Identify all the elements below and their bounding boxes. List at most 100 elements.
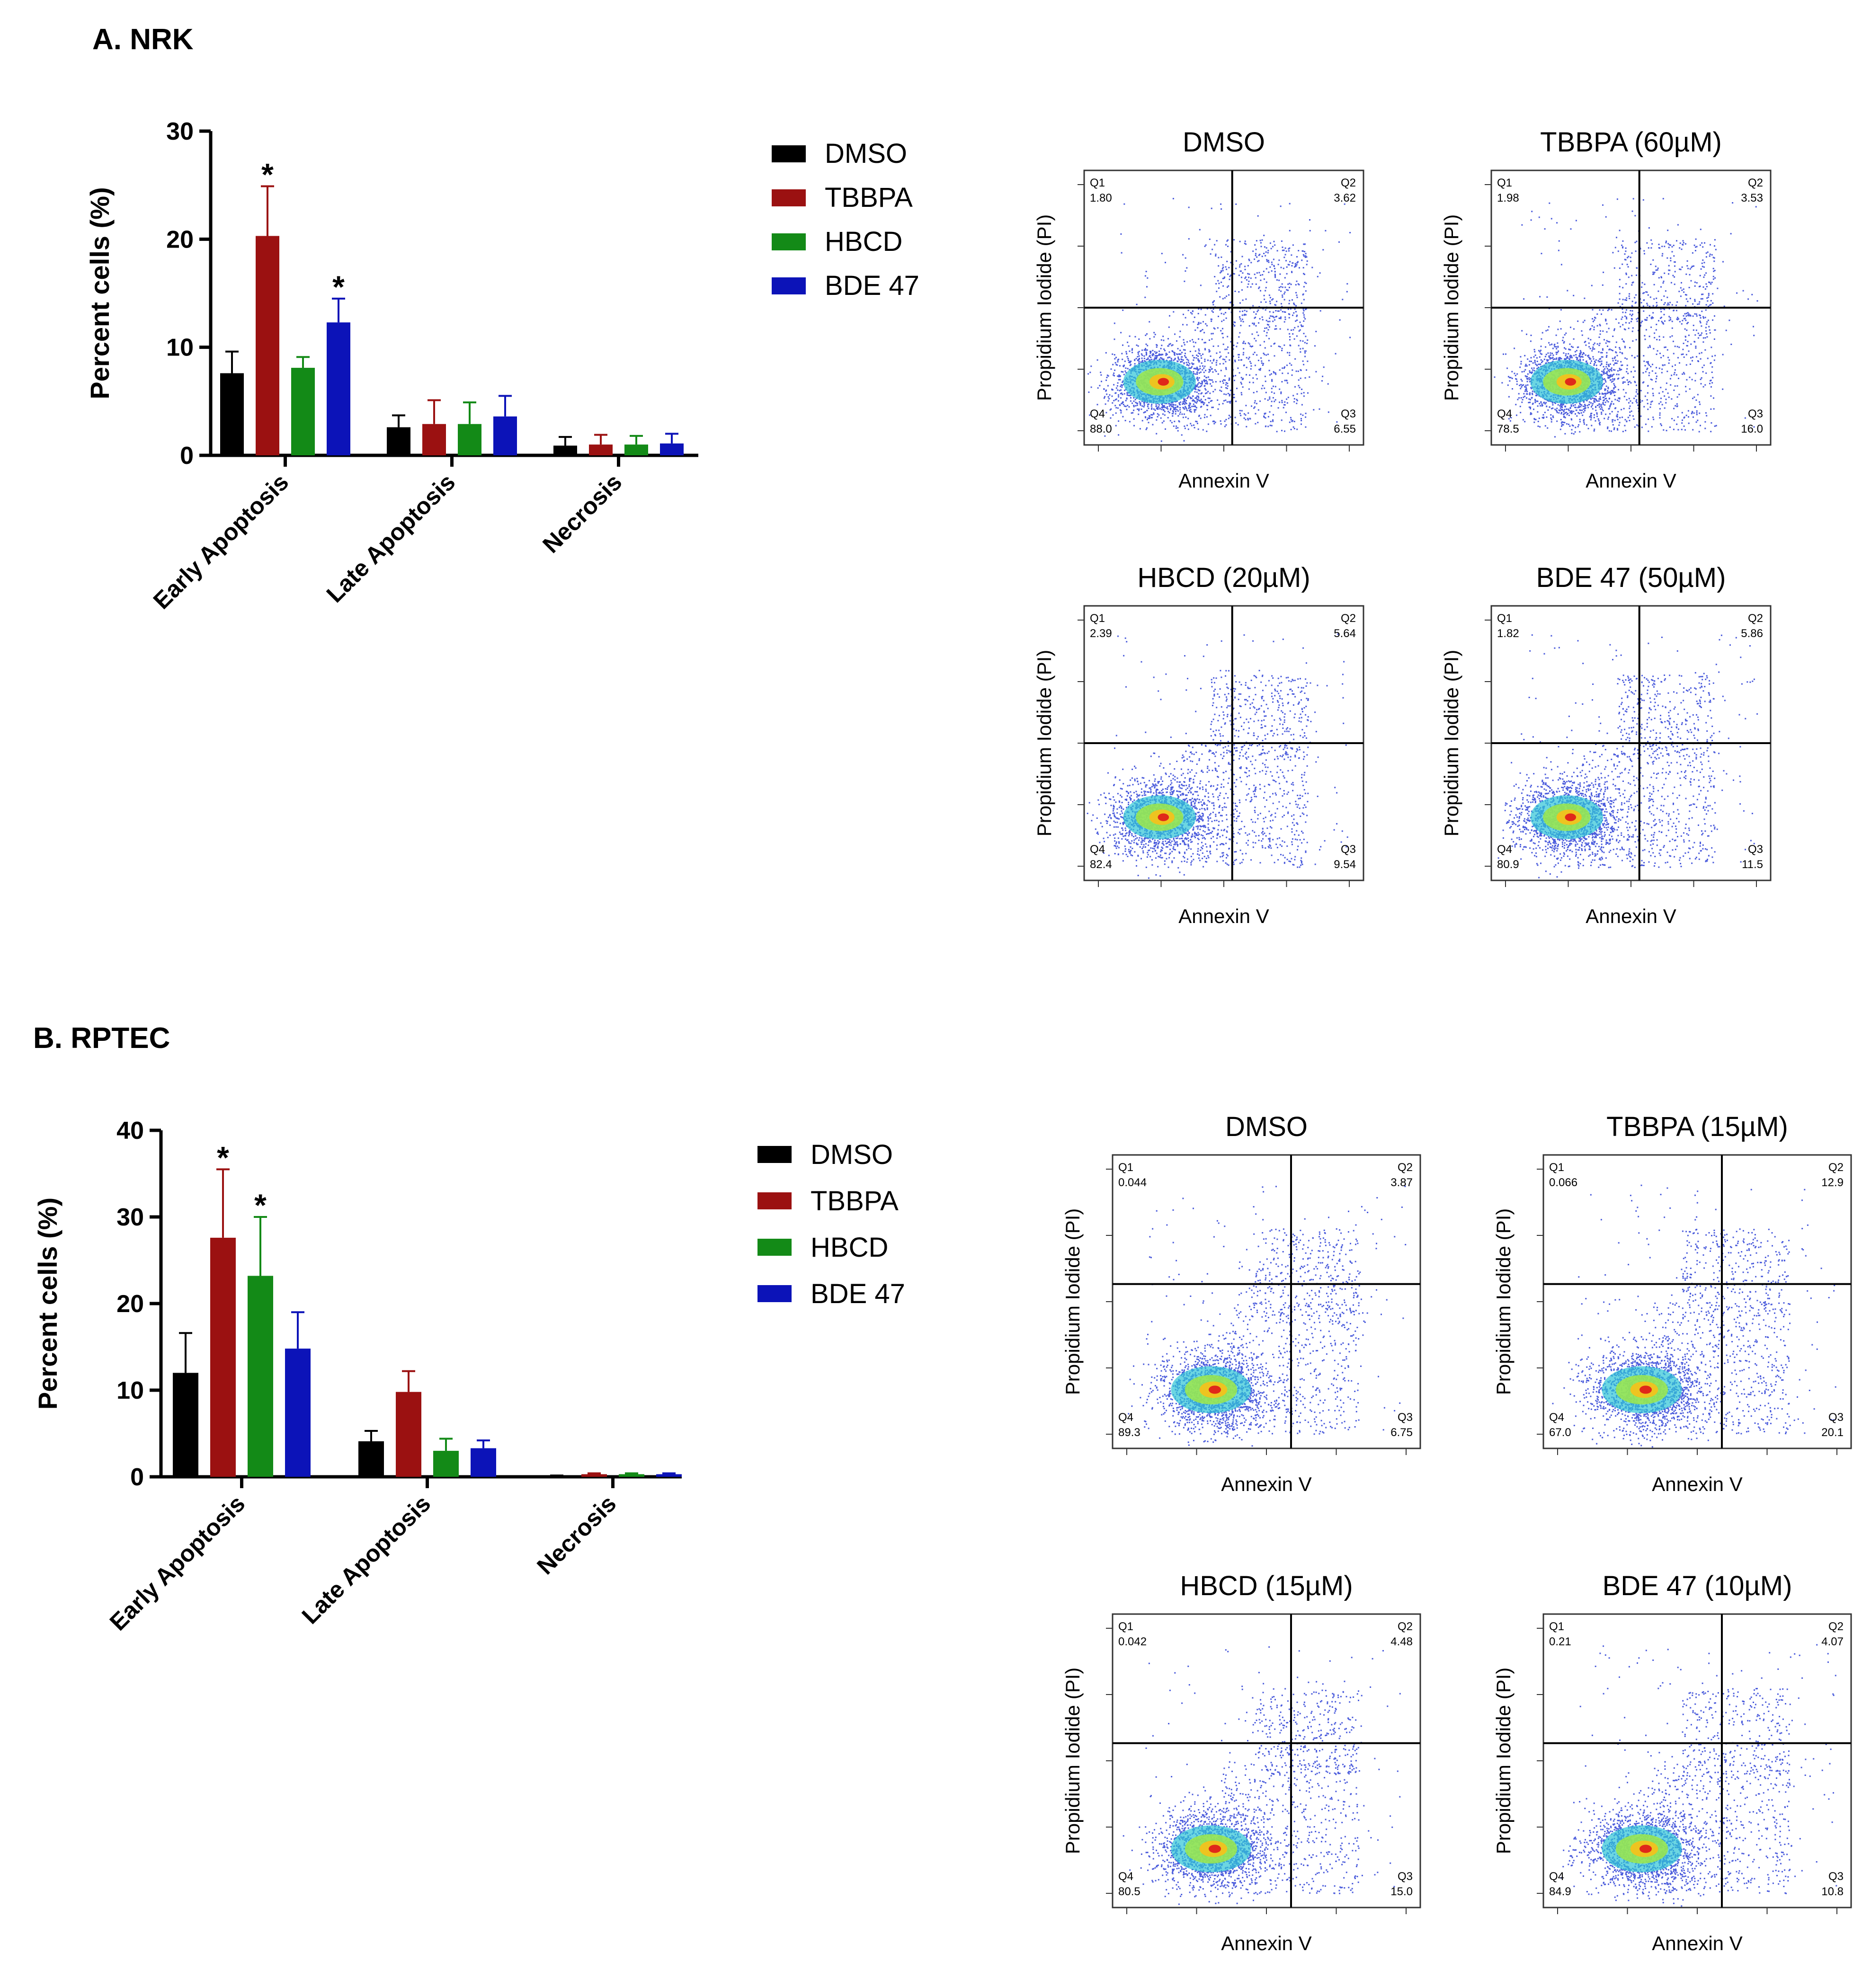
q4-name: Q4 <box>1118 1411 1133 1424</box>
legend-item-hbcd: HBCD <box>757 1224 905 1270</box>
flow-plot-title: DMSO <box>1225 1111 1308 1142</box>
y-tick-label: 10 <box>116 1377 144 1404</box>
flow-plot-title: TBBPA (60µM) <box>1540 127 1722 158</box>
q3-value: 6.55 <box>1334 423 1356 435</box>
q1-name: Q1 <box>1497 177 1512 189</box>
flow-x-axis-label: Annexin V <box>1221 1473 1311 1495</box>
bar <box>493 416 517 455</box>
flow-plot-area: Q1 1.98 Q2 3.53 Q3 16.0 Q4 78.5 <box>1490 169 1772 446</box>
q1-value: 2.39 <box>1090 627 1112 640</box>
q2-name: Q2 <box>1398 1161 1413 1174</box>
rptec-flow-plot-tbbpa: TBBPA (15µM) Q1 0.066 Q2 12.9 Q3 20.1 Q4 67.0 Ann… <box>1492 1111 1852 1495</box>
nrk-flow-plot-bde47: BDE 47 (50µM) Q1 1.82 Q2 5.86 Q3 11.5 Q4 80.9 Ann… <box>1440 562 1772 927</box>
flow-plot-area: Q1 1.82 Q2 5.86 Q3 11.5 Q4 80.9 <box>1490 605 1772 881</box>
flow-events <box>1560 1644 1837 1907</box>
q2-value: 3.53 <box>1741 192 1763 204</box>
nrk-bar-chart: Percent cells (%) 0 10 20 30 Early Apoptosis L… <box>85 118 698 614</box>
nrk-legend: DMSO TBBPA HBCD BDE 47 <box>772 132 919 308</box>
flow-x-axis-label: Annexin V <box>1652 1473 1742 1495</box>
flow-events <box>1087 198 1351 442</box>
q4-name: Q4 <box>1549 1870 1564 1883</box>
flow-y-axis-label: Propidium Iodide (PI) <box>1033 214 1055 401</box>
bar <box>173 1373 198 1477</box>
legend-swatch <box>757 1146 792 1163</box>
q2-name: Q2 <box>1828 1161 1844 1174</box>
flow-events <box>1497 634 1758 879</box>
bar <box>210 1237 236 1477</box>
q4-value: 80.9 <box>1497 858 1519 871</box>
flow-x-axis-label: Annexin V <box>1178 905 1269 927</box>
q1-name: Q1 <box>1090 612 1105 625</box>
flow-y-axis-label: Propidium Iodide (PI) <box>1440 650 1462 837</box>
q2-name: Q2 <box>1748 612 1763 625</box>
y-tick-label: 20 <box>116 1290 144 1318</box>
q3-name: Q3 <box>1398 1870 1413 1883</box>
q2-value: 4.48 <box>1390 1635 1413 1648</box>
legend-label: BDE 47 <box>811 1278 905 1309</box>
y-tick-label: 20 <box>166 226 194 253</box>
bar <box>422 424 446 455</box>
q2-value: 4.07 <box>1821 1635 1844 1648</box>
q2-name: Q2 <box>1341 612 1356 625</box>
bar <box>358 1441 384 1477</box>
bar <box>458 424 481 455</box>
bar <box>248 1276 273 1477</box>
flow-y-axis-label: Propidium Iodide (PI) <box>1492 1208 1515 1395</box>
legend-item-dmso: DMSO <box>757 1131 905 1178</box>
q3-name: Q3 <box>1398 1411 1413 1424</box>
flow-y-axis-label: Propidium Iodide (PI) <box>1061 1208 1084 1395</box>
flow-y-axis-label: Propidium Iodide (PI) <box>1061 1668 1084 1855</box>
panel-a-label: A. NRK <box>92 23 194 56</box>
legend-swatch <box>772 233 806 250</box>
legend-swatch <box>772 189 806 206</box>
q1-value: 1.80 <box>1090 192 1112 204</box>
q2-name: Q2 <box>1341 177 1356 189</box>
x-tick-label: Necrosis <box>537 469 627 558</box>
q2-name: Q2 <box>1748 177 1763 189</box>
legend-item-hbcd: HBCD <box>772 220 919 264</box>
q3-value: 16.0 <box>1741 423 1763 435</box>
bar <box>471 1448 496 1477</box>
flow-plot-area: Q1 0.044 Q2 3.87 Q3 6.75 Q4 89.3 <box>1112 1154 1421 1449</box>
q4-value: 78.5 <box>1497 423 1519 435</box>
x-tick-label: Necrosis <box>532 1490 621 1580</box>
flow-plot-area: Q1 2.39 Q2 5.64 Q3 9.54 Q4 82.4 <box>1083 605 1364 881</box>
q4-name: Q4 <box>1497 408 1512 420</box>
bar <box>589 444 613 455</box>
q2-value: 3.62 <box>1334 192 1356 204</box>
bar <box>220 373 244 455</box>
q3-name: Q3 <box>1341 843 1356 856</box>
legend-label: DMSO <box>811 1139 893 1170</box>
q3-value: 10.8 <box>1821 1885 1844 1898</box>
flow-y-axis-label: Propidium Iodide (PI) <box>1492 1668 1515 1855</box>
q1-name: Q1 <box>1118 1161 1133 1174</box>
flow-events <box>1087 633 1348 879</box>
bar <box>387 427 410 455</box>
q3-value: 11.5 <box>1742 858 1763 871</box>
legend-label: BDE 47 <box>825 270 919 301</box>
bar <box>656 1474 682 1477</box>
q3-value: 20.1 <box>1821 1426 1844 1439</box>
y-tick-label: 40 <box>116 1117 144 1145</box>
y-axis-label: Percent cells (%) <box>85 187 115 399</box>
flow-y-axis-label: Propidium Iodide (PI) <box>1440 214 1462 401</box>
legend-item-bde47: BDE 47 <box>772 264 919 308</box>
q4-value: 88.0 <box>1090 423 1112 435</box>
q2-name: Q2 <box>1828 1620 1844 1633</box>
x-tick-label: Late Apoptosis <box>297 1490 436 1629</box>
q1-value: 0.042 <box>1118 1635 1147 1648</box>
q2-value: 5.86 <box>1741 627 1763 640</box>
q3-value: 9.54 <box>1334 858 1356 871</box>
legend-label: TBBPA <box>825 182 913 213</box>
q4-value: 82.4 <box>1090 858 1112 871</box>
significance-mark: * <box>332 269 345 304</box>
q4-name: Q4 <box>1090 408 1105 420</box>
y-tick-label: 0 <box>130 1464 144 1491</box>
flow-x-axis-label: Annexin V <box>1221 1932 1311 1954</box>
panel-b-label: B. RPTEC <box>33 1022 170 1055</box>
q3-name: Q3 <box>1748 843 1763 856</box>
q3-value: 15.0 <box>1390 1885 1413 1898</box>
bar <box>660 443 684 455</box>
y-tick-label: 0 <box>180 442 194 470</box>
q1-value: 1.98 <box>1497 192 1519 204</box>
